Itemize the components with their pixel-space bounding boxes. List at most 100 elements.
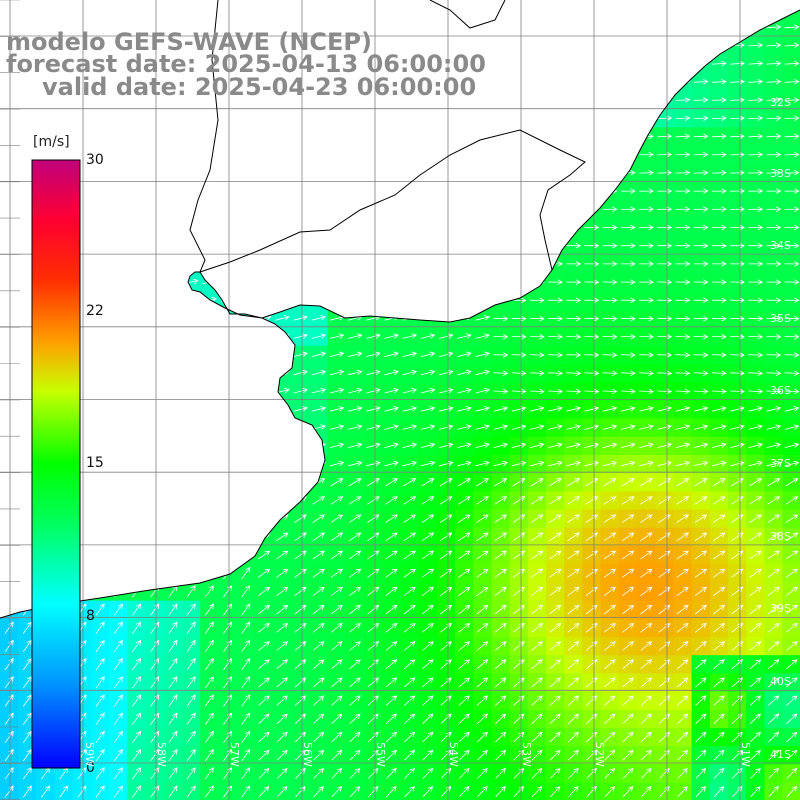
wind-cell: [364, 618, 383, 638]
wind-arrow: [711, 188, 727, 194]
wind-arrow: [495, 713, 507, 724]
wind-arrow: [675, 242, 691, 249]
wind-arrow: [439, 406, 454, 412]
wind-cell: [728, 637, 747, 656]
wind-arrow: [731, 695, 743, 706]
wind-cell: [400, 509, 420, 529]
wind-arrow: [530, 496, 544, 505]
wind-arrow: [475, 333, 490, 339]
wind-cell: [473, 509, 492, 529]
wind-arrow: [730, 133, 745, 140]
wind-arrow: [458, 767, 470, 779]
wind-arrow: [639, 370, 654, 376]
wind-arrow: [695, 767, 707, 779]
wind-arrow: [258, 622, 271, 633]
wind-arrow: [113, 712, 123, 725]
wind-arrow: [693, 460, 709, 467]
wind-arrow: [330, 568, 344, 578]
wind-cell: [273, 728, 292, 747]
wind-cell: [364, 509, 383, 529]
wind-arrow: [22, 730, 32, 744]
wind-arrow: [329, 424, 345, 430]
wind-arrow: [95, 639, 105, 653]
wind-arrow: [384, 424, 399, 430]
wind-cell: [455, 637, 474, 656]
wind-arrow: [749, 659, 762, 670]
wind-cell: [709, 764, 729, 784]
wind-arrow: [604, 767, 616, 779]
wind-arrow: [476, 622, 489, 633]
wind-arrow: [366, 369, 381, 376]
wind-cell: [163, 618, 183, 638]
wind-arrow: [602, 352, 618, 358]
wind-arrow: [784, 133, 800, 140]
wind-arrow: [241, 657, 251, 671]
wind-arrow: [584, 352, 600, 358]
wind-arrow: [241, 566, 251, 580]
wind-cell: [618, 673, 638, 693]
wind-cell: [673, 618, 693, 638]
wind-arrow: [658, 659, 671, 670]
wind-arrow: [658, 695, 671, 706]
wind-arrow: [384, 442, 399, 448]
wind-arrow: [748, 352, 764, 358]
wind-cell: [600, 473, 620, 492]
wind-cell: [618, 764, 638, 784]
wind-cell: [546, 473, 565, 492]
wind-arrow: [313, 695, 325, 706]
wind-arrow: [567, 514, 580, 523]
wind-cell: [564, 546, 583, 565]
wind-cell: [527, 473, 547, 492]
wind-cell: [182, 728, 201, 747]
wind-arrow: [132, 785, 142, 798]
wind-arrow: [641, 785, 652, 798]
wind-arrow: [749, 622, 762, 633]
wind-cell: [273, 600, 292, 620]
wind-arrow: [204, 585, 214, 598]
wind-arrow: [586, 731, 598, 743]
wind-cell: [291, 582, 310, 602]
wind-arrow: [603, 604, 616, 615]
wind-cell: [564, 673, 583, 693]
wind-cell: [382, 673, 401, 693]
wind-arrow: [549, 622, 562, 633]
wind-cell: [291, 709, 310, 729]
wind-arrow: [548, 334, 563, 340]
wind-arrow: [384, 351, 399, 357]
wind-arrow: [657, 315, 673, 322]
wind-cell: [364, 582, 383, 602]
wind-arrow: [331, 677, 343, 688]
wind-arrow: [348, 496, 362, 505]
wind-arrow: [422, 659, 434, 670]
wind-arrow: [511, 334, 527, 340]
wind-cell: [345, 764, 365, 784]
wind-arrow: [767, 659, 780, 670]
lat-label: 34S: [770, 239, 791, 252]
wind-cell: [673, 546, 693, 565]
wind-arrow: [477, 785, 488, 798]
wind-cell: [709, 564, 729, 583]
wind-cell: [109, 764, 128, 784]
wind-arrow: [603, 478, 617, 487]
wind-cell: [436, 764, 456, 784]
wind-cell: [637, 582, 656, 602]
wind-cell: [218, 728, 238, 747]
wind-arrow: [493, 388, 509, 395]
wind-arrow: [694, 550, 708, 560]
wind-arrow: [731, 586, 744, 597]
wind-arrow: [768, 785, 779, 798]
wind-arrow: [458, 532, 471, 542]
wind-arrow: [657, 297, 673, 304]
wind-cell: [418, 582, 438, 602]
wind-arrow: [439, 333, 454, 339]
wind-cell: [345, 637, 365, 656]
wind-arrow: [132, 694, 142, 707]
wind-arrow: [348, 333, 363, 339]
wind-cell: [564, 600, 583, 620]
wind-cell: [54, 764, 74, 784]
wind-cell: [127, 673, 147, 693]
wind-cell: [345, 618, 365, 638]
wind-arrow: [329, 387, 345, 394]
wind-cell: [163, 691, 183, 711]
wind-cell: [436, 691, 456, 711]
